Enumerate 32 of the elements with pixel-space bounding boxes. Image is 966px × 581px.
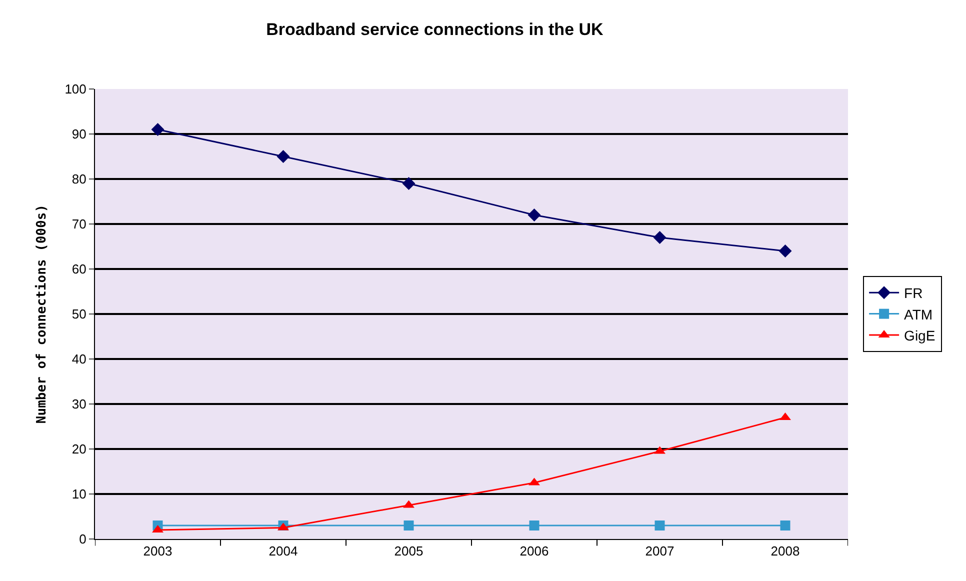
point <box>151 123 164 136</box>
point <box>402 177 416 190</box>
x-tick-label: 2003 <box>143 544 172 559</box>
legend-label: ATM <box>904 306 933 322</box>
point <box>528 208 541 222</box>
point <box>404 520 414 530</box>
point <box>653 231 666 244</box>
legend-label: FR <box>904 285 923 302</box>
y-tick-label: 10 <box>72 486 86 502</box>
y-tick-label: 70 <box>72 216 86 232</box>
point <box>529 520 540 530</box>
y-tick-label: 30 <box>72 396 86 412</box>
point <box>654 520 665 530</box>
chart-title: Broadband service connections in the UK <box>266 20 604 40</box>
point <box>778 244 792 258</box>
y-tick-label: 90 <box>72 126 86 142</box>
x-tick-label: 2007 <box>645 544 674 559</box>
y-tick-label: 80 <box>72 172 86 187</box>
y-tick-label: 0 <box>79 532 86 547</box>
y-axis-title: Number of connections (000s) <box>34 204 50 424</box>
legend-label: GigE <box>904 327 936 344</box>
y-tick-label: 50 <box>72 306 86 322</box>
point <box>780 520 790 530</box>
x-tick-label: 2006 <box>520 544 549 559</box>
x-tick-label: 2005 <box>394 544 424 559</box>
y-tick-label: 40 <box>72 352 86 367</box>
y-tick-label: 20 <box>72 442 86 457</box>
point <box>276 150 290 163</box>
y-tick-label: 100 <box>64 82 86 97</box>
x-tick-label: 2008 <box>770 544 800 559</box>
x-tick-label: 2004 <box>268 544 298 559</box>
y-tick-label: 60 <box>72 262 86 277</box>
